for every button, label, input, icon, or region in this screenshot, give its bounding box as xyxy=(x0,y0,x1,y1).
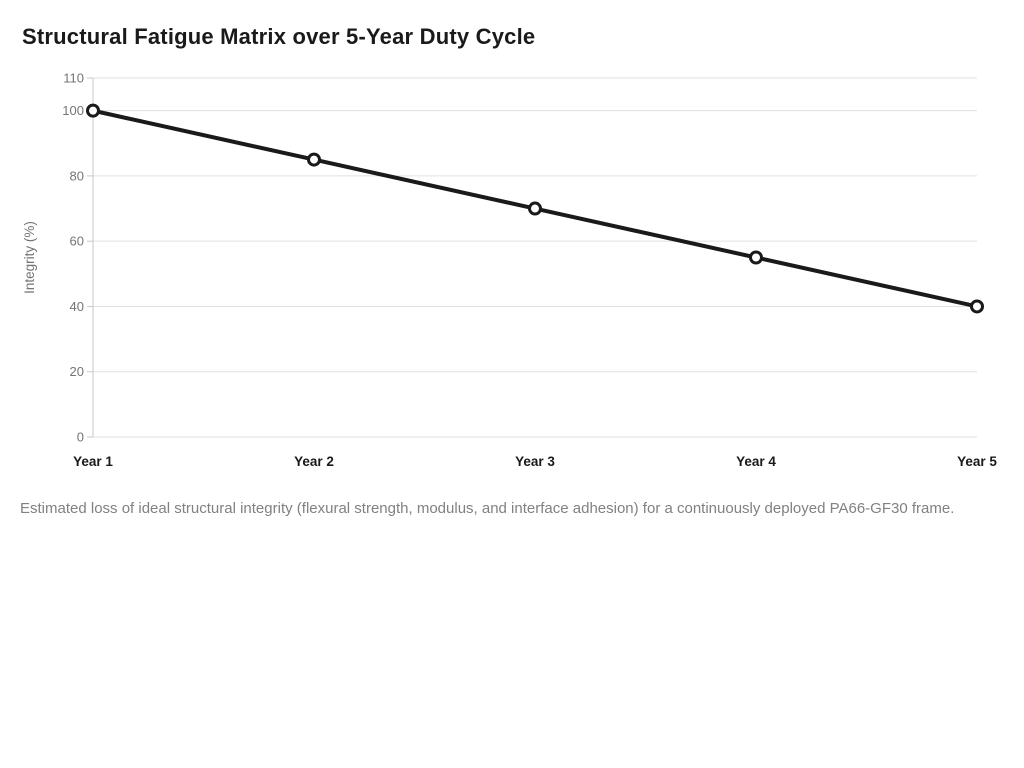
data-point-marker xyxy=(307,152,321,167)
x-axis-label: Year 5 xyxy=(957,454,997,469)
y-tick-label: 110 xyxy=(63,71,84,86)
data-point-marker xyxy=(749,250,763,265)
chart-caption: Estimated loss of ideal structural integ… xyxy=(20,500,955,517)
x-axis-label: Year 4 xyxy=(736,454,776,469)
x-axis-label: Year 2 xyxy=(294,454,334,469)
data-point-marker xyxy=(86,103,100,118)
y-tick-label: 80 xyxy=(70,168,84,183)
y-tick-label: 60 xyxy=(70,234,84,249)
y-tick-label: 0 xyxy=(77,430,84,445)
data-point-marker xyxy=(528,201,542,216)
x-axis-label: Year 3 xyxy=(515,454,555,469)
y-tick-label: 100 xyxy=(62,103,84,118)
line-chart: 0 20 40 60 80 100 110 Integrity (%) Year 1 Year 2… xyxy=(22,71,997,470)
chart-title: Structural Fatigue Matrix over 5-Year Du… xyxy=(22,24,536,49)
x-axis-label: Year 1 xyxy=(73,454,113,469)
y-tick-label: 40 xyxy=(70,299,84,314)
data-point-marker xyxy=(970,299,984,314)
y-tick-label: 20 xyxy=(70,364,84,379)
y-axis-title: Integrity (%) xyxy=(22,221,37,294)
